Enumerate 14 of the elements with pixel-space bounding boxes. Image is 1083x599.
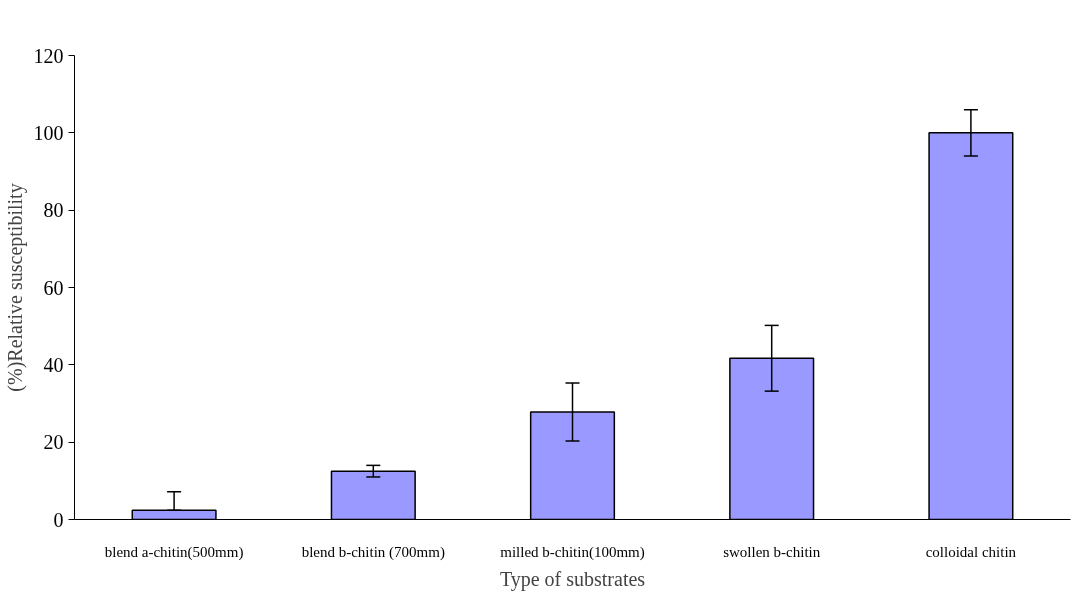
x-tick-label: colloidal chitin xyxy=(925,543,1017,560)
y-tick-label: 80 xyxy=(43,199,64,222)
y-tick-label: 0 xyxy=(53,508,64,531)
y-tick-label: 100 xyxy=(33,121,64,144)
y-tick-label: 20 xyxy=(43,431,64,454)
x-tick-label: blend a-chitin(500mm) xyxy=(104,543,244,561)
y-axis-title: (%)Relative susceptibility xyxy=(3,183,27,392)
x-axis-title: Type of substrates xyxy=(499,567,646,591)
y-tick-label: 120 xyxy=(33,44,64,67)
x-tick-label: swollen b-chitin xyxy=(723,543,821,560)
y-tick-label: 40 xyxy=(43,353,64,376)
x-tick-label: milled b-chitin(100mm) xyxy=(500,543,645,561)
y-tick-label: 60 xyxy=(43,276,64,299)
x-tick-label: blend b-chitin (700mm) xyxy=(301,543,445,561)
